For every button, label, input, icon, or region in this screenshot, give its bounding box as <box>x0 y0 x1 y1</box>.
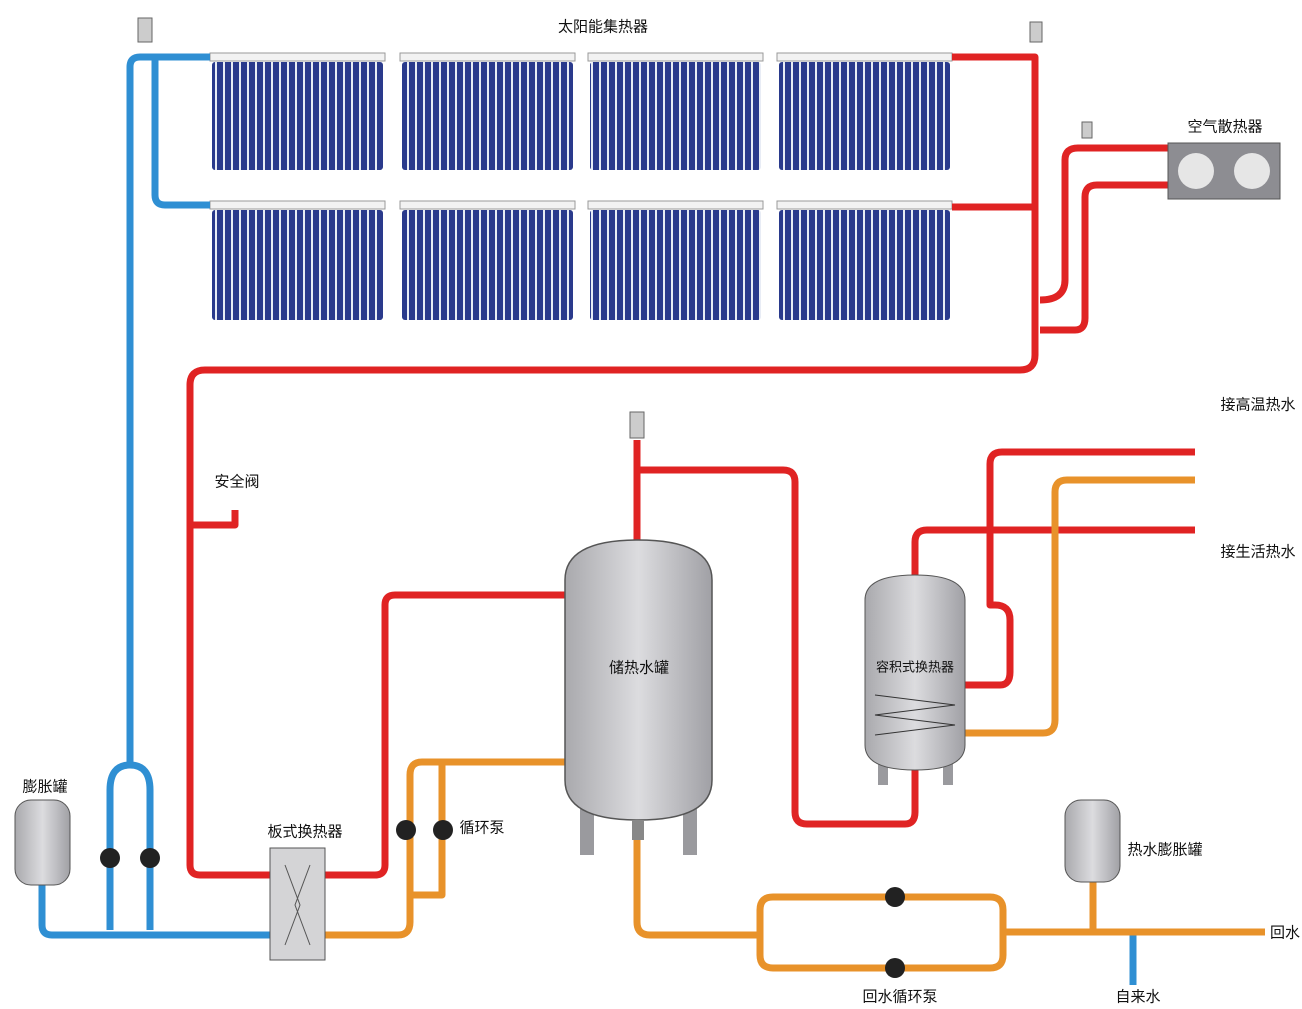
label: 空气散热器 <box>1187 118 1262 136</box>
label: 膨胀罐 <box>22 778 67 796</box>
cold-pipes <box>38 53 1137 985</box>
label: 接生活热水 <box>1220 543 1295 561</box>
label: 回水 <box>1270 924 1300 942</box>
label: 太阳能集热器 <box>558 18 648 36</box>
label: 板式换热器 <box>267 823 342 841</box>
label: 循环泵 <box>459 819 504 837</box>
expansion-tank <box>14 799 71 886</box>
hot-expansion-tank <box>1064 799 1121 883</box>
storage-tank <box>564 539 713 855</box>
label: 自来水 <box>1115 988 1160 1006</box>
air-cooler <box>1167 142 1281 200</box>
label: 安全阀 <box>214 473 259 491</box>
label: 储热水罐 <box>609 659 669 677</box>
label: 热水膨胀罐 <box>1127 841 1202 859</box>
pumps <box>100 820 905 978</box>
label: 容积式换热器 <box>876 660 954 676</box>
air-vents <box>137 17 1093 439</box>
collector-row <box>209 52 953 170</box>
label: 回水循环泵 <box>862 988 937 1006</box>
warm-pipes <box>325 476 1265 972</box>
plate-exchanger <box>269 847 326 961</box>
solar-collectors <box>209 52 953 320</box>
label: 接高温热水 <box>1220 396 1295 414</box>
volumetric-exchanger <box>864 574 966 785</box>
collector-row <box>209 200 953 320</box>
hot-pipes <box>186 53 1195 879</box>
